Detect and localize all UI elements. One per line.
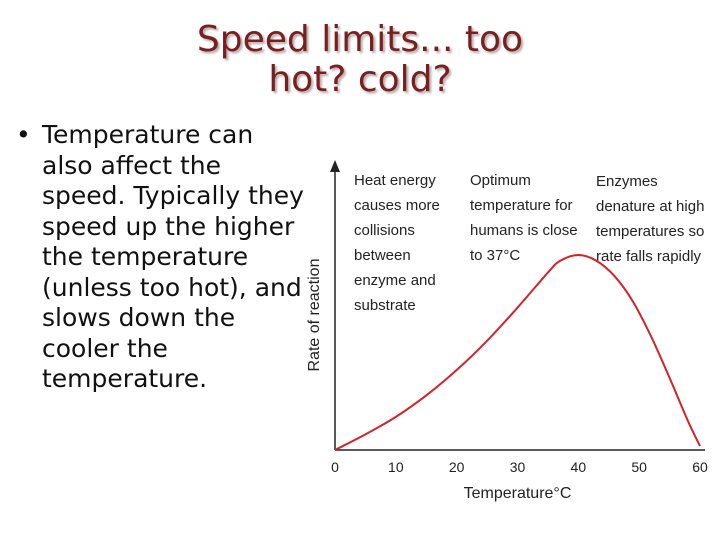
annotation-line: Optimum xyxy=(470,172,531,189)
x-tick-label: 30 xyxy=(510,459,526,475)
chart-annotation: Optimum temperature for humans is close to … xyxy=(470,172,578,264)
annotation-line: Enzymes xyxy=(596,173,658,190)
x-tick-label: 20 xyxy=(449,459,465,475)
annotation-line: Heat energy xyxy=(354,172,436,189)
x-tick-label: 10 xyxy=(388,459,404,475)
annotation-line: temperature for xyxy=(470,197,573,214)
x-tick-label: 0 xyxy=(331,459,339,475)
chart-plot-area xyxy=(334,253,701,451)
chart-annotation: Heat energy causes more collisions between e… xyxy=(354,172,440,314)
x-tick-label: 50 xyxy=(631,459,647,475)
annotation-line: rate falls rapidly xyxy=(596,248,702,265)
annotation-line: enzyme and xyxy=(354,272,436,289)
annotation-line: between xyxy=(354,247,411,264)
x-axis-label: Temperature°C xyxy=(464,485,572,502)
annotation-line: substrate xyxy=(354,297,416,314)
slide-title-line-1: Speed limits... too xyxy=(196,19,524,60)
annotation-line: temperatures so xyxy=(596,223,704,240)
annotation-line: collisions xyxy=(354,222,415,239)
slide-title-line-2: hot? cold? xyxy=(268,59,452,100)
bullet-point: • Temperature can also affect the speed.… xyxy=(16,120,306,395)
y-axis-label: Rate of reaction xyxy=(306,259,323,372)
y-axis-arrowhead xyxy=(330,160,340,172)
rate-vs-temperature-chart: Heat energy causes more collisions between e… xyxy=(306,160,708,502)
bullet-text: Temperature can also affect the speed. T… xyxy=(42,120,304,393)
x-tick-label: 60 xyxy=(692,459,708,475)
annotation-line: humans is close xyxy=(470,222,578,239)
chart-annotations: Heat energy causes more collisions between e… xyxy=(354,172,704,314)
slide-title: Speed limits... too hot? cold? xyxy=(120,20,600,100)
rate-curve-line xyxy=(334,253,701,451)
bullet-dot: • xyxy=(16,120,31,149)
chart-tick-labels: 0 10 20 30 40 50 60 xyxy=(331,459,708,475)
chart-annotation: Enzymes denature at high temperatures so ra… xyxy=(596,173,704,265)
x-tick-label: 40 xyxy=(571,459,587,475)
chart-axes xyxy=(330,160,705,451)
annotation-line: causes more xyxy=(354,197,440,214)
annotation-line: denature at high xyxy=(596,198,704,215)
annotation-line: to 37°C xyxy=(470,247,520,264)
